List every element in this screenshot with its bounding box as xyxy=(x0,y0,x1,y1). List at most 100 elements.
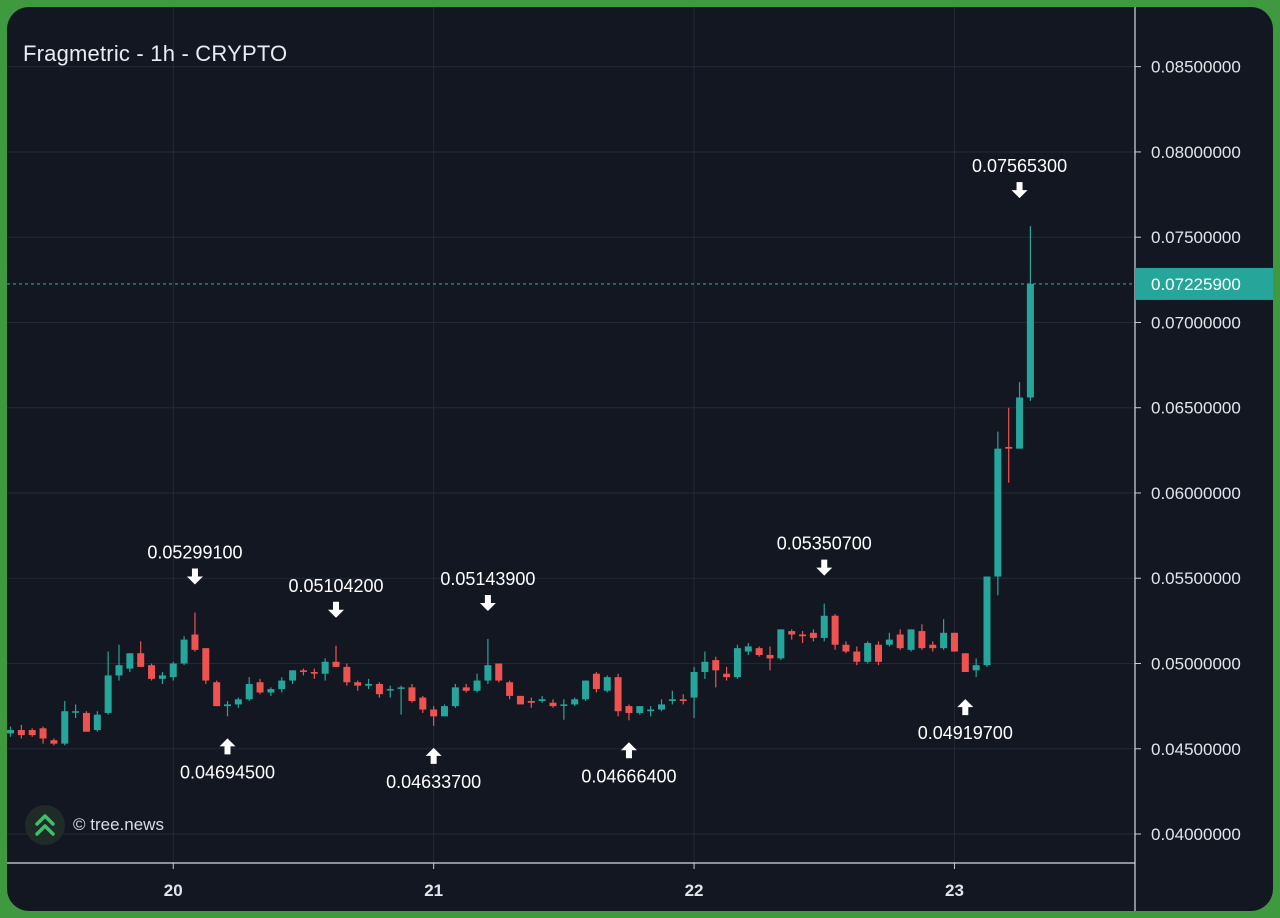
candle[interactable] xyxy=(17,724,25,739)
candle[interactable] xyxy=(419,695,427,713)
candle[interactable] xyxy=(864,641,872,664)
candle[interactable] xyxy=(224,701,231,717)
candle[interactable] xyxy=(766,646,774,671)
candle[interactable] xyxy=(354,680,362,691)
candle[interactable] xyxy=(1005,407,1013,483)
candle[interactable] xyxy=(169,661,177,681)
candle[interactable] xyxy=(668,690,676,705)
candle[interactable] xyxy=(289,670,297,684)
candle[interactable] xyxy=(72,704,80,719)
candle[interactable] xyxy=(61,701,69,746)
candle[interactable] xyxy=(679,694,687,705)
candle[interactable] xyxy=(994,431,1002,596)
candle[interactable] xyxy=(104,651,112,715)
candle[interactable] xyxy=(571,697,579,707)
candle[interactable] xyxy=(658,699,665,712)
candle[interactable] xyxy=(148,663,156,681)
candle[interactable] xyxy=(506,680,514,700)
candle[interactable] xyxy=(788,629,796,640)
candle[interactable] xyxy=(332,645,340,667)
candle[interactable] xyxy=(918,624,926,650)
candle[interactable] xyxy=(799,631,807,644)
candle[interactable] xyxy=(191,612,199,652)
candle[interactable] xyxy=(972,658,980,678)
candle[interactable] xyxy=(484,638,492,684)
candle[interactable] xyxy=(39,726,47,744)
candle[interactable] xyxy=(386,685,394,698)
candle[interactable] xyxy=(7,726,14,737)
candle[interactable] xyxy=(451,683,459,708)
candle[interactable] xyxy=(397,685,405,715)
candle[interactable] xyxy=(820,603,828,642)
candle[interactable] xyxy=(462,683,470,693)
candle[interactable] xyxy=(983,576,991,667)
candle[interactable] xyxy=(1026,226,1034,401)
candle[interactable] xyxy=(885,632,893,647)
candle[interactable] xyxy=(234,697,242,708)
candle[interactable] xyxy=(723,666,731,681)
candle[interactable] xyxy=(495,663,503,683)
candle[interactable] xyxy=(582,680,590,702)
candle[interactable] xyxy=(473,673,481,693)
candle[interactable] xyxy=(527,697,535,708)
candle[interactable] xyxy=(1016,382,1024,449)
candle[interactable] xyxy=(126,653,134,673)
candle[interactable] xyxy=(28,728,36,737)
candle[interactable] xyxy=(853,646,861,666)
candle[interactable] xyxy=(625,704,633,721)
candle[interactable] xyxy=(690,666,698,719)
candle[interactable] xyxy=(961,653,969,673)
candle[interactable] xyxy=(375,682,383,698)
candle[interactable] xyxy=(614,673,622,717)
candle[interactable] xyxy=(647,706,655,717)
candle[interactable] xyxy=(950,632,958,652)
candle[interactable] xyxy=(343,663,351,686)
candle[interactable] xyxy=(712,656,720,688)
candle[interactable] xyxy=(202,648,210,684)
candle[interactable] xyxy=(875,641,882,666)
candle[interactable] xyxy=(777,629,785,661)
candle[interactable] xyxy=(408,683,416,703)
candle[interactable] xyxy=(940,619,948,650)
candle[interactable] xyxy=(256,678,264,695)
candle[interactable] xyxy=(755,646,763,657)
candle[interactable] xyxy=(733,644,741,679)
candle[interactable] xyxy=(929,641,937,652)
candle[interactable] xyxy=(896,629,904,650)
candle[interactable] xyxy=(831,614,839,650)
candle[interactable] xyxy=(310,668,318,679)
candle[interactable] xyxy=(158,672,166,684)
price-chart[interactable]: 0.05299100 0.04694500 0.05104200 0.04633700… xyxy=(7,7,1273,911)
candle[interactable] xyxy=(245,677,253,702)
candle[interactable] xyxy=(549,699,557,708)
candle[interactable] xyxy=(115,644,123,681)
candle[interactable] xyxy=(299,668,307,676)
candle[interactable] xyxy=(82,711,90,732)
candle[interactable] xyxy=(267,687,275,696)
candle[interactable] xyxy=(842,641,850,654)
candle[interactable] xyxy=(809,629,817,642)
candle[interactable] xyxy=(93,711,101,732)
candle-body xyxy=(950,632,958,652)
candle[interactable] xyxy=(365,678,373,690)
candle[interactable] xyxy=(430,706,438,726)
candle[interactable] xyxy=(516,695,524,705)
candle[interactable] xyxy=(636,706,644,715)
candle-body xyxy=(180,639,188,664)
candle[interactable] xyxy=(701,651,709,679)
candle[interactable] xyxy=(592,672,600,693)
candle[interactable] xyxy=(538,695,546,703)
annotation-label: 0.04694500 xyxy=(180,762,275,782)
candle[interactable] xyxy=(180,636,188,666)
candle[interactable] xyxy=(50,738,58,746)
candle[interactable] xyxy=(137,641,145,667)
candle[interactable] xyxy=(744,643,752,655)
candle[interactable] xyxy=(560,699,568,720)
candle[interactable] xyxy=(907,629,915,652)
candle-body xyxy=(679,699,687,702)
candle[interactable] xyxy=(213,680,221,707)
candle[interactable] xyxy=(278,677,286,693)
candle[interactable] xyxy=(603,675,611,693)
candle[interactable] xyxy=(321,658,329,681)
candle[interactable] xyxy=(441,704,448,717)
